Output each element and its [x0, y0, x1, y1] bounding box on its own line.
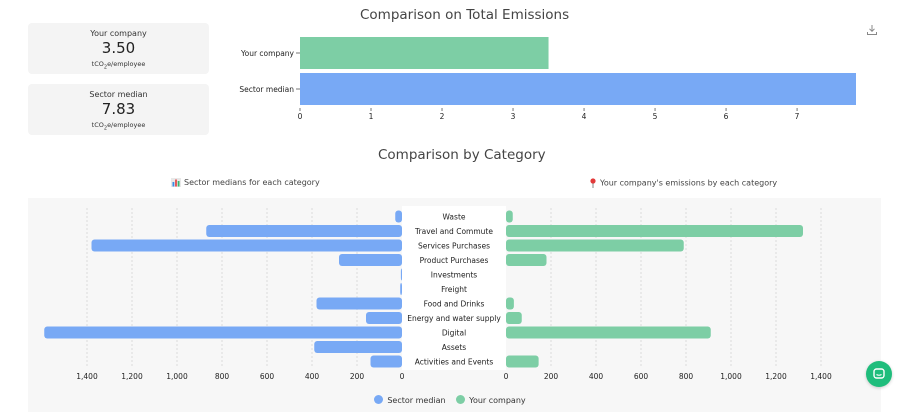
kpi-label: Your company [90, 29, 147, 38]
total-emissions-chart: Your company Sector median 0 1 2 3 4 5 6 7 [239, 37, 856, 121]
x-tick-label: 2 [440, 112, 445, 121]
sector-hint: Sector medians for each category [171, 178, 320, 187]
category-label: Food and Drinks [424, 299, 485, 308]
company-hint-text: Your company's emissions by each categor… [600, 178, 778, 188]
bar-chart-emoji-icon [171, 178, 181, 187]
legend-item-sector[interactable]: Sector median [374, 395, 446, 405]
x-tick-label-right: 200 [544, 372, 559, 381]
company-hint: Your company's emissions by each categor… [589, 178, 777, 188]
legend-dot-company [456, 395, 466, 404]
category-label: Digital [442, 328, 466, 337]
company-bar-food-and-drinks[interactable] [506, 297, 514, 310]
company-bar-product-purchases[interactable] [506, 254, 547, 266]
legend-label-company: Your company [469, 396, 526, 405]
sector-bar-food-and-drinks[interactable] [316, 297, 403, 310]
category-label: Assets [442, 343, 467, 352]
sector-bar-digital[interactable] [44, 326, 402, 339]
x-tick-label: 6 [724, 112, 729, 121]
chat-icon [873, 368, 885, 379]
category-label-column [402, 206, 506, 370]
x-tick-label: 5 [653, 112, 658, 121]
kpi-label: Sector median [89, 90, 148, 99]
x-tick-label-left: 200 [350, 372, 365, 381]
bar-sector-median[interactable] [300, 73, 856, 105]
x-tick-label-left: 400 [305, 372, 320, 381]
bar-your-company[interactable] [300, 37, 549, 69]
x-tick-label-left: 800 [215, 372, 230, 381]
legend-label-sector: Sector median [387, 396, 446, 405]
x-tick-label: 7 [795, 112, 800, 121]
category-chart-title: Comparison by Category [378, 147, 546, 163]
sector-bar-assets[interactable] [314, 341, 402, 353]
sector-bar-product-purchases[interactable] [339, 254, 402, 266]
x-tick-label-right: 0 [504, 372, 509, 381]
x-tick-label-left: 1,400 [76, 372, 98, 381]
category-label: Product Purchases [420, 256, 489, 265]
sector-hint-text: Sector medians for each category [184, 178, 320, 187]
kpi-value: 3.50 [101, 39, 136, 57]
company-bar-services-purchases[interactable] [506, 239, 684, 252]
x-tick-label-right: 400 [589, 372, 604, 381]
sector-bar-waste[interactable] [395, 210, 402, 223]
kpi-unit: tCO2e/employee [91, 60, 146, 71]
sector-bar-investments[interactable] [400, 268, 402, 281]
x-tick-label-left: 1,200 [121, 372, 143, 381]
kpi-card-sector-median: Sector median 7.83 tCO2e/employee [28, 84, 209, 135]
x-tick-label-left: 600 [260, 372, 275, 381]
x-tick-label-right: 600 [634, 372, 649, 381]
category-label: Investments [431, 270, 477, 279]
x-tick-label: 4 [582, 112, 587, 121]
y-tick-label: Sector median [239, 85, 294, 94]
sector-bar-travel-and-commute[interactable] [206, 225, 402, 237]
company-bar-waste[interactable] [506, 210, 513, 223]
x-tick-label-left: 0 [400, 372, 405, 381]
sector-bar-services-purchases[interactable] [91, 239, 403, 252]
category-label: Freight [441, 285, 467, 294]
sector-bar-energy-and-water-supply[interactable] [366, 312, 402, 324]
kpi-value: 7.83 [101, 100, 136, 118]
company-bar-digital[interactable] [506, 326, 711, 339]
sector-bar-activities-and-events[interactable] [370, 355, 403, 368]
x-tick-label: 0 [298, 112, 303, 121]
category-label: Services Purchases [418, 241, 490, 250]
x-tick-label: 1 [369, 112, 374, 121]
category-label: Activities and Events [415, 357, 494, 366]
category-label: Energy and water supply [407, 314, 501, 323]
legend-dot-sector [374, 395, 384, 404]
company-bar-activities-and-events[interactable] [506, 355, 539, 368]
x-tick-label: 3 [511, 112, 516, 121]
company-bar-energy-and-water-supply[interactable] [506, 312, 522, 324]
x-tick-label-right: 1,200 [765, 372, 787, 381]
x-tick-label-right: 800 [679, 372, 694, 381]
category-emissions-chart: 1,400 1,200 1,000 800 600 400 200 0 0 200 400 600 80… [44, 206, 832, 381]
category-label: Waste [443, 212, 466, 221]
download-icon[interactable] [866, 24, 878, 36]
pin-emoji-icon [590, 178, 596, 188]
total-chart-title: Comparison on Total Emissions [360, 7, 570, 23]
x-tick-label-left: 1,000 [166, 372, 188, 381]
y-tick-label: Your company [240, 49, 295, 58]
category-label: Travel and Commute [414, 227, 493, 236]
legend: Sector median Your company [0, 395, 900, 405]
sector-bar-freight[interactable] [400, 283, 402, 295]
legend-item-company[interactable]: Your company [456, 395, 526, 405]
kpi-unit: tCO2e/employee [91, 121, 146, 132]
chat-button[interactable] [866, 361, 892, 387]
x-tick-label-right: 1,400 [810, 372, 832, 381]
x-tick-label-right: 1,000 [720, 372, 742, 381]
kpi-card-your-company: Your company 3.50 tCO2e/employee [28, 23, 209, 74]
company-bar-travel-and-commute[interactable] [506, 225, 803, 237]
